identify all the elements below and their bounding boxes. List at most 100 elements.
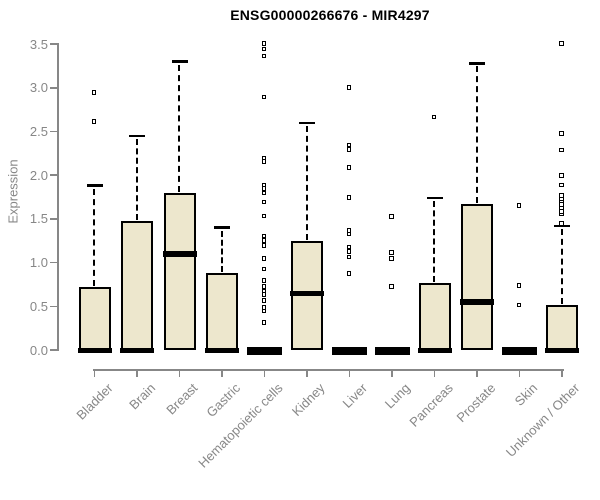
whisker-gastric [220, 230, 223, 273]
y-axis-tick [50, 174, 57, 176]
y-axis-tick [50, 218, 57, 220]
box-bladder [78, 287, 111, 350]
outlier-point-hematopoietic-cells [261, 213, 267, 219]
outlier-point-hematopoietic-cells [261, 288, 267, 294]
y-axis-tick [50, 261, 57, 264]
x-axis-line [93, 369, 564, 371]
y-tick-label: 3.0 [29, 80, 48, 96]
x-tick-label-prostate: Prostate [453, 380, 498, 426]
outlier-point-liver [346, 85, 352, 90]
median-pancreas [417, 347, 452, 353]
outlier-point-hematopoietic-cells [261, 53, 267, 59]
flat-box-lung [374, 346, 410, 355]
outlier-point-hematopoietic-cells [261, 320, 267, 325]
y-axis-line [57, 43, 59, 351]
outlier-point-liver [346, 142, 352, 148]
outlier-point-liver [346, 244, 352, 250]
median-prostate [460, 299, 494, 305]
flat-box-skin [502, 346, 537, 355]
whisker-cap-breast [171, 60, 188, 63]
whisker-cap-pancreas [426, 196, 443, 200]
x-axis-tick [136, 370, 138, 377]
outlier-point-unknown-other [559, 41, 564, 46]
outlier-point-unknown-other [559, 193, 564, 198]
outlier-point-skin [516, 302, 522, 308]
whisker-cap-bladder [86, 184, 103, 187]
flat-box-liver [332, 346, 367, 355]
outlier-point-liver [346, 147, 352, 152]
outlier-point-hematopoietic-cells [261, 278, 267, 283]
outlier-point-hematopoietic-cells [261, 46, 267, 52]
outlier-point-liver [346, 165, 352, 170]
y-axis-tick [50, 87, 57, 89]
outlier-point-hematopoietic-cells [261, 298, 267, 303]
whisker-kidney [305, 125, 308, 240]
flat-box-hematopoietic-cells [247, 346, 282, 355]
median-unknown-other [545, 347, 579, 353]
box-pancreas [418, 282, 451, 350]
x-axis-tick [178, 370, 181, 377]
outlier-point-lung [389, 256, 394, 261]
box-gastric [206, 273, 238, 350]
outlier-point-liver [346, 254, 352, 260]
x-tick-label-brain: Brain [125, 380, 158, 413]
outlier-point-hematopoietic-cells [261, 256, 267, 261]
x-tick-label-breast: Breast [163, 380, 201, 418]
x-axis-tick [263, 370, 266, 377]
x-axis-tick [221, 370, 223, 377]
x-tick-label-liver: Liver [339, 380, 371, 411]
y-tick-label: 0.5 [29, 298, 48, 314]
box-brain [121, 220, 153, 350]
outlier-point-bladder [91, 90, 97, 95]
x-axis-tick [93, 370, 96, 377]
x-tick-label-kidney: Kidney [289, 380, 328, 420]
y-tick-label: 3.5 [29, 36, 48, 52]
y-axis-label: Expression [5, 159, 21, 224]
median-breast [162, 251, 197, 257]
x-axis-tick [306, 370, 308, 377]
whisker-brain [135, 138, 138, 220]
outlier-point-unknown-other [559, 147, 564, 153]
outlier-point-lung [389, 250, 394, 255]
y-tick-label: 1.5 [29, 211, 48, 227]
whisker-prostate [475, 66, 478, 204]
x-axis-tick [391, 370, 393, 377]
x-tick-label-bladder: Bladder [73, 380, 116, 423]
outlier-point-unknown-other [559, 182, 564, 188]
outlier-point-liver [346, 195, 352, 200]
x-axis-tick [348, 370, 351, 377]
outlier-point-hematopoietic-cells [261, 266, 267, 272]
whisker-breast [178, 64, 181, 192]
whisker-cap-gastric [214, 226, 230, 229]
outlier-point-hematopoietic-cells [261, 41, 267, 46]
y-axis-tick [50, 130, 57, 133]
outlier-point-hematopoietic-cells [261, 233, 267, 239]
whisker-cap-brain [129, 134, 145, 138]
y-tick-label: 1.0 [29, 255, 48, 271]
whisker-cap-kidney [299, 121, 315, 124]
box-unknown-other [546, 304, 578, 350]
outlier-point-hematopoietic-cells [261, 243, 267, 248]
outlier-point-bladder [91, 119, 97, 124]
x-tick-label-gastric: Gastric [203, 380, 243, 421]
y-axis-tick [50, 349, 57, 351]
box-prostate [461, 204, 493, 350]
x-axis-tick [561, 370, 563, 377]
x-tick-label-pancreas: Pancreas [405, 380, 456, 430]
outlier-point-pancreas [431, 114, 437, 120]
y-tick-label: 0.0 [29, 342, 48, 358]
box-breast [163, 192, 196, 350]
whisker-unknown-other [560, 228, 563, 304]
median-kidney [290, 290, 324, 297]
x-tick-label-lung: Lung [381, 380, 413, 412]
outlier-point-liver [346, 228, 352, 233]
outlier-point-skin [516, 283, 522, 288]
outlier-point-hematopoietic-cells [261, 190, 267, 196]
outlier-point-liver [346, 271, 352, 276]
outlier-point-skin [516, 203, 522, 208]
whisker-pancreas [433, 200, 436, 282]
chart-title: ENSG00000266676 - MIR4297 [230, 7, 430, 23]
outlier-point-unknown-other [559, 173, 564, 178]
outlier-point-lung [389, 284, 394, 289]
